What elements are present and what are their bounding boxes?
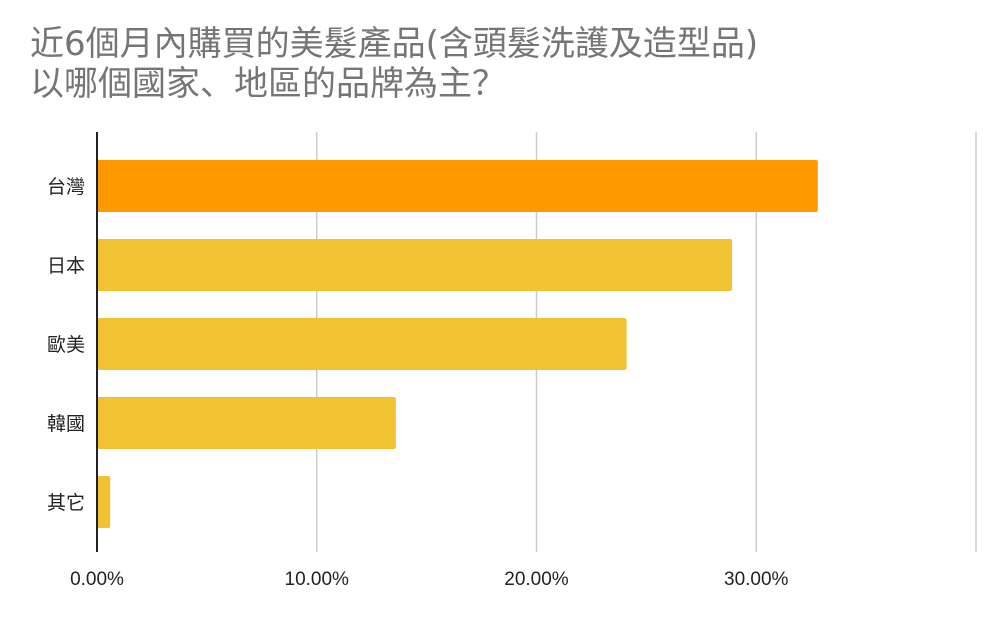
category-label-2: 日本: [47, 255, 85, 277]
x-tick-label-1: 0.00%: [70, 569, 124, 590]
bar-5: [97, 476, 111, 528]
category-label-1: 台灣: [47, 176, 85, 198]
bar-4: [97, 397, 396, 449]
x-tick-label-3: 20.00%: [504, 569, 569, 590]
bar-2: [97, 239, 733, 291]
bars: [97, 160, 818, 528]
chart-title-line-2: 以哪個國家、地區的品牌為主？: [30, 64, 506, 104]
category-label-3: 歐美: [47, 334, 85, 356]
x-tick-label-4: 30.00%: [724, 569, 789, 590]
category-label-4: 韓國: [47, 413, 85, 435]
bar-3: [97, 318, 627, 370]
category-label-5: 其它: [47, 492, 85, 514]
bar-1: [97, 160, 818, 212]
chart-title-line-1: 近6個月內購買的美髮產品(含頭髮洗護及造型品): [30, 24, 759, 64]
chart-title: 近6個月內購買的美髮產品(含頭髮洗護及造型品) 以哪個國家、地區的品牌為主？: [30, 24, 990, 104]
x-tick-label-2: 10.00%: [285, 569, 350, 590]
